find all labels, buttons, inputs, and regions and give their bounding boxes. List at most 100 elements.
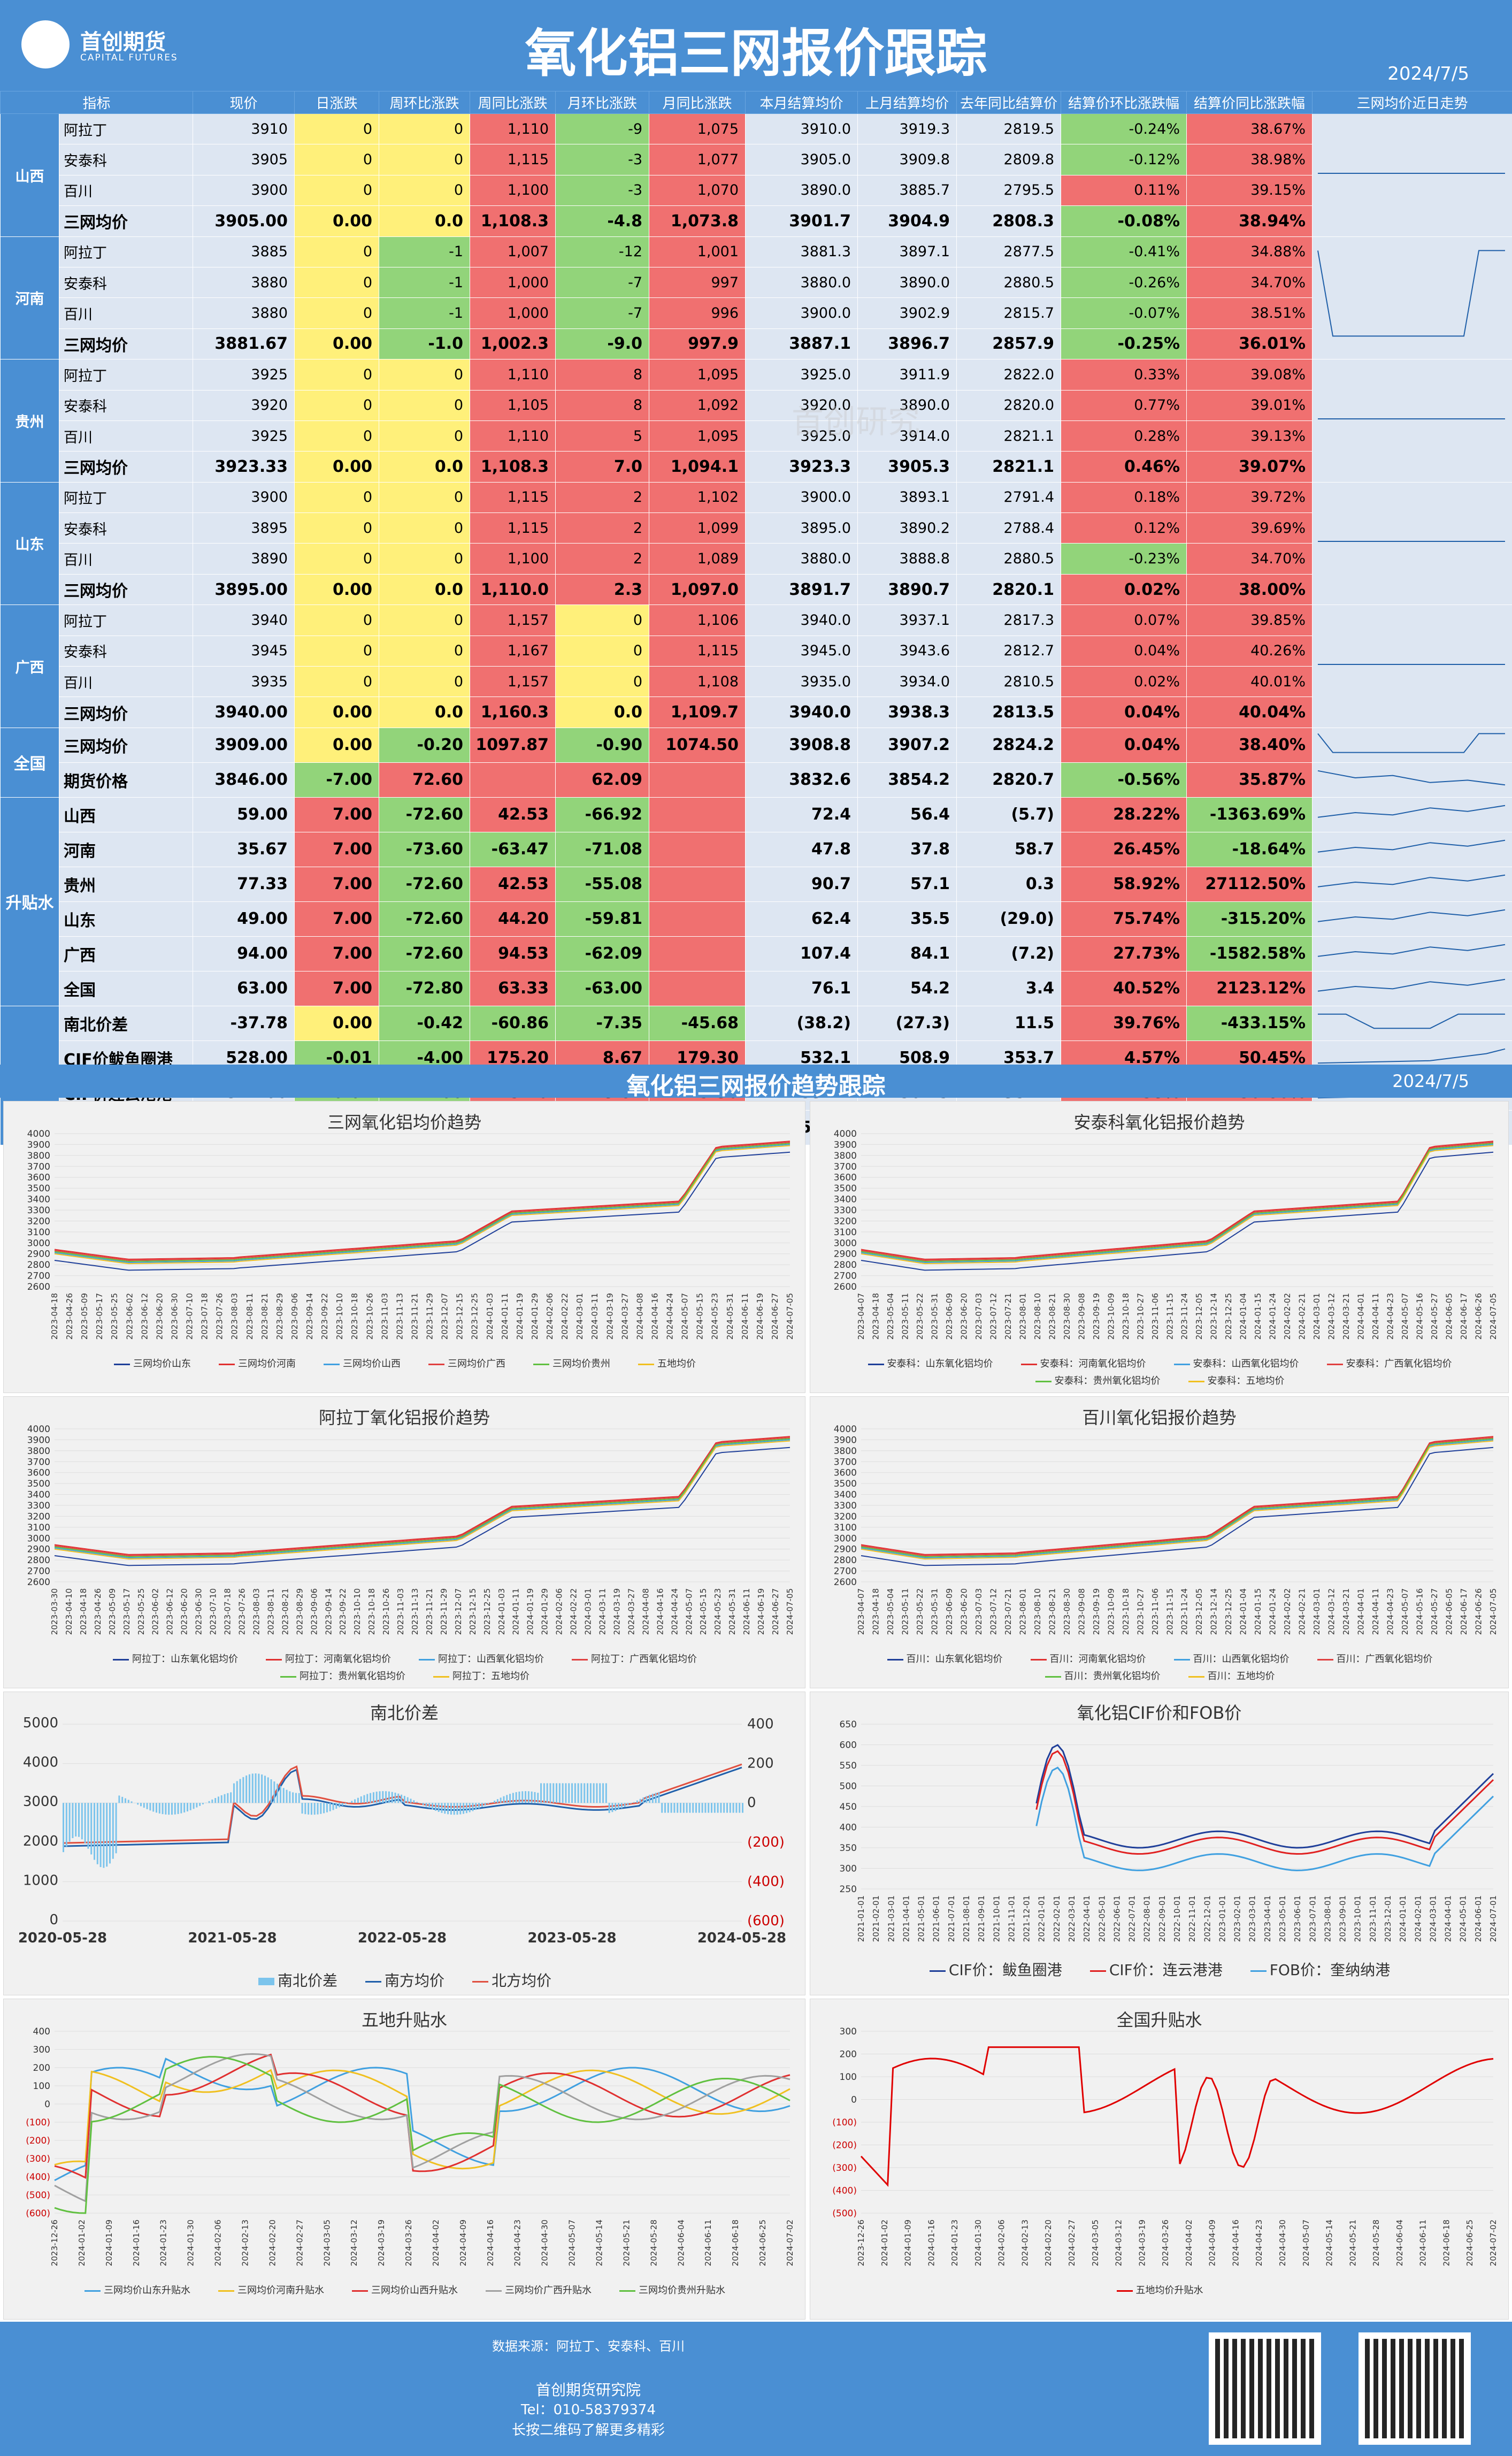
chart-svg: 2600270028002900300031003200330034003500…: [834, 1129, 1498, 1340]
legend-item: 百川：广西氧化铝均价: [1317, 1651, 1433, 1665]
table-cell: 2: [555, 481, 650, 514]
table-cell: 3923.3: [745, 451, 858, 483]
bar: [723, 1803, 725, 1813]
x-tick-label: 2023-07-01: [1308, 1895, 1317, 1942]
legend-swatch: [352, 2290, 368, 2292]
table-cell: -7: [555, 266, 650, 299]
x-tick-label: 2023-05-17: [95, 1293, 104, 1340]
y-tick-label: 3300: [27, 1205, 50, 1216]
x-tick-label: 2024-04-24: [670, 1588, 679, 1635]
bar: [664, 1803, 666, 1813]
legend-swatch: [472, 1980, 488, 1983]
bar: [490, 1802, 493, 1803]
legend-swatch: [1020, 1363, 1037, 1365]
bar: [742, 1803, 743, 1813]
table-cell: 34.88%: [1186, 236, 1313, 267]
table-cell: [649, 901, 746, 937]
table-row: 安泰科 3945 0 0 1,167 0 1,115 3945.0 3943.6 2812.7 0.…: [1, 635, 1512, 667]
bar: [587, 1783, 589, 1803]
bar: [118, 1795, 120, 1803]
x-tick-label: 2020-05-28: [18, 1930, 107, 1946]
table-cell: 107.4: [745, 936, 858, 971]
x-tick-label: 2023-11-24: [1180, 1588, 1189, 1635]
x-tick-label: 2024-01-23: [950, 2220, 960, 2266]
table-cell: 0.07%: [1061, 605, 1187, 636]
x-tick-label: 2023-05-31: [930, 1588, 939, 1635]
table-cell: 0.0: [379, 573, 471, 606]
bar: [596, 1783, 598, 1803]
chart-legend: 三网均价山东升贴水 三网均价河南升贴水 三网均价山西升贴水 三网均价广西升贴水 三网均价…: [47, 2283, 763, 2300]
bar: [292, 1792, 294, 1803]
bar: [472, 1803, 474, 1811]
table-cell: 8: [555, 389, 650, 421]
x-tick-label: 2023-06-20: [959, 1588, 969, 1635]
table-cell: 0: [555, 635, 650, 667]
x-tick-label: 2024-06-27: [770, 1293, 780, 1340]
y-tick-label: 2800: [834, 1260, 857, 1271]
bar: [335, 1803, 337, 1809]
table-cell: 1,115: [649, 635, 746, 667]
bar: [580, 1783, 582, 1803]
qr-code[interactable]: [1209, 2332, 1321, 2445]
table-cell: 3854.2: [857, 762, 957, 798]
x-tick-label: 2024-05-27: [1430, 1588, 1439, 1635]
legend-swatch: [572, 1658, 588, 1661]
chart-panel: 全国升贴水 (500) (400) (300) (200) (100) 0 100 200 300…: [810, 1999, 1509, 2320]
table-cell: -0.23%: [1061, 543, 1187, 575]
table-cell: 35.5: [857, 901, 957, 937]
row-label: 安泰科: [58, 635, 194, 667]
legend-label: FOB价：奎纳纳港: [1269, 1961, 1391, 1979]
table-cell: -71.08: [555, 831, 650, 867]
table-cell: 1074.50: [649, 727, 746, 763]
table-cell: 1,115: [470, 481, 556, 514]
table-cell: -55.08: [555, 866, 650, 902]
table-cell: 2817.3: [956, 605, 1062, 636]
y-tick-label: 300: [840, 1864, 857, 1874]
x-tick-label: 2023-08-29: [275, 1293, 285, 1340]
row-label: 广西: [58, 936, 194, 971]
y-tick-label: 2900: [27, 1544, 50, 1555]
table-cell: 3907.2: [857, 727, 957, 763]
sparkline-cell: [1312, 605, 1512, 728]
legend-label: 阿拉丁：贵州氧化铝均价: [300, 1671, 405, 1682]
qr-code[interactable]: [1359, 2332, 1471, 2445]
x-tick-label: 2024-06-11: [740, 1293, 750, 1340]
bar: [239, 1779, 241, 1803]
series-line: [54, 1142, 790, 1261]
table-cell: 0.18%: [1061, 481, 1187, 514]
table-cell: 1,099: [649, 512, 746, 544]
table-cell: 3900: [193, 481, 295, 514]
bar: [571, 1783, 573, 1803]
row-label: 三网均价: [58, 451, 194, 483]
bar: [531, 1791, 533, 1803]
table-cell: 2809.8: [956, 144, 1062, 175]
x-tick-label: 2024-04-11: [1371, 1588, 1380, 1635]
row-label: 阿拉丁: [58, 236, 194, 267]
y-tick-label: 2900: [834, 1249, 857, 1260]
bar: [469, 1803, 471, 1812]
table-cell: 0: [294, 144, 380, 175]
bar: [310, 1803, 312, 1815]
sparkline: [1317, 909, 1506, 922]
y-tick-label: 3100: [27, 1522, 50, 1533]
table-row: 百川 3925 0 0 1,110 5 1,095 3925.0 3914.0 2821.1 0.2…: [1, 420, 1512, 452]
series-line: [861, 1436, 1494, 1555]
bar: [326, 1803, 328, 1812]
y-tick-label: 3200: [834, 1216, 857, 1227]
legend-item: 安泰科：山东氧化铝均价: [868, 1356, 993, 1370]
x-tick-label: 2022-12-01: [1202, 1895, 1212, 1942]
row-label: 阿拉丁: [58, 113, 194, 145]
table-cell: 1,100: [470, 543, 556, 575]
y-tick-label: (300): [26, 2154, 50, 2164]
table-cell: 0.02%: [1061, 573, 1187, 606]
x-tick-label: 2024-01-02: [77, 2220, 87, 2266]
table-cell: 3925: [193, 359, 295, 391]
y-tick-label: 4000: [27, 1129, 50, 1139]
legend-label: 北方均价: [492, 1972, 552, 1990]
legend-label: 阿拉丁：广西氧化铝均价: [591, 1654, 697, 1665]
table-cell: 3925.0: [745, 359, 858, 391]
table-cell: 72.4: [745, 797, 858, 832]
x-tick-label: 2023-05-04: [886, 1293, 895, 1340]
legend-item: 三网均价贵州升贴水: [619, 2283, 725, 2297]
series-line: [861, 1447, 1494, 1566]
